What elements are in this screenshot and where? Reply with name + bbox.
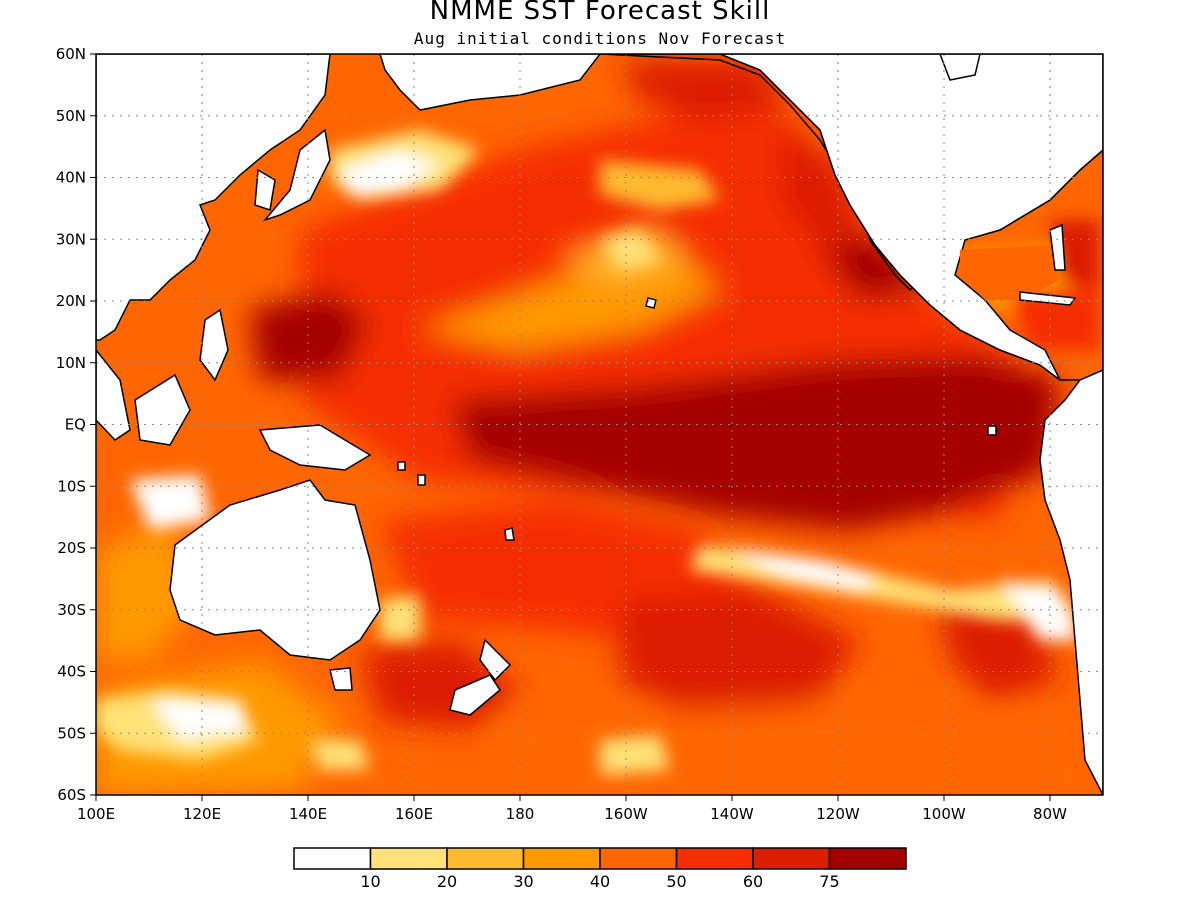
- lat-tick-label: 10N: [56, 354, 86, 372]
- colorbar-label: 60: [743, 872, 763, 891]
- lon-tick-label: 100E: [77, 805, 115, 823]
- colorbar-swatch: [752, 847, 831, 870]
- map-title: NMME SST Forecast Skill: [429, 0, 771, 26]
- colorbar-swatch: [293, 847, 372, 870]
- colorbar: 10 20 30 40 50 60 75: [293, 847, 907, 891]
- lon-tick-label: 120W: [816, 805, 860, 823]
- lat-tick-label: 50N: [56, 107, 86, 125]
- lat-tick-label: 40N: [56, 169, 86, 187]
- graticule: [96, 54, 1103, 795]
- colorbar-swatch: [675, 847, 754, 870]
- lon-tick-label: 160E: [395, 805, 433, 823]
- lat-tick-label: 40S: [57, 663, 86, 681]
- lat-tick-label: 20N: [56, 292, 86, 310]
- lon-tick-label: 160W: [604, 805, 648, 823]
- lat-tick-label: 60S: [57, 786, 86, 804]
- lat-tick-label: 60N: [56, 45, 86, 63]
- colorbar-label: 20: [437, 872, 457, 891]
- lon-tick-label: 140E: [289, 805, 327, 823]
- lat-tick-label: 30N: [56, 230, 86, 248]
- colorbar-swatch: [522, 847, 601, 870]
- lon-tick-label: 180: [506, 805, 535, 823]
- lat-tick-label: 10S: [57, 477, 86, 495]
- colorbar-label: 30: [513, 872, 533, 891]
- colorbar-label: 75: [819, 872, 839, 891]
- colorbar-swatch: [369, 847, 448, 870]
- lon-tick-label: 80W: [1033, 805, 1067, 823]
- south-america-landmass: [1039, 369, 1103, 795]
- colorbar-label: 40: [590, 872, 610, 891]
- colorbar-label: 10: [360, 872, 380, 891]
- lat-tick-label: 50S: [57, 724, 86, 742]
- coastlines: [96, 54, 1103, 795]
- lon-tick-label: 140W: [710, 805, 754, 823]
- lat-tick-label: 30S: [57, 601, 86, 619]
- lat-tick-label: EQ: [65, 416, 86, 434]
- australia-landmass: [169, 479, 381, 661]
- lat-tick-label: 20S: [57, 539, 86, 557]
- colorbar-swatch: [446, 847, 525, 870]
- colorbar-swatch: [599, 847, 678, 870]
- colorbar-label: 50: [666, 872, 686, 891]
- lon-tick-label: 100W: [922, 805, 966, 823]
- lon-tick-label: 120E: [183, 805, 221, 823]
- colorbar-swatch: [828, 847, 907, 870]
- latitude-axis: 60N 50N 40N 30N 20N 10N EQ 10S 20S 30S 40S 50S 60S: [56, 45, 96, 804]
- longitude-axis: 100E 120E 140E 160E 180 160W 140W 120W 100W 80W: [77, 795, 1067, 823]
- map-subtitle: Aug initial conditions Nov Forecast: [413, 29, 787, 48]
